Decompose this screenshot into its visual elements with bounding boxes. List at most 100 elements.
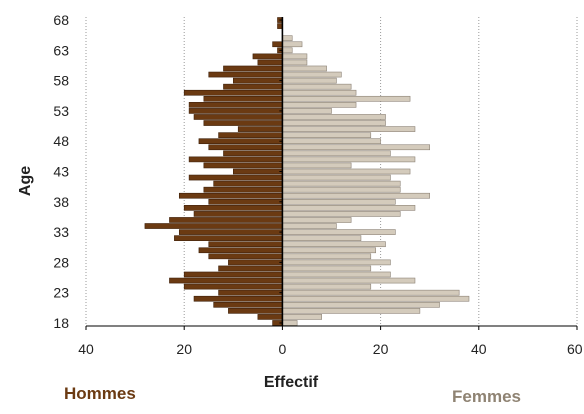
bar-hommes-age-34 [144, 223, 283, 229]
bar-femmes-age-24 [282, 283, 372, 290]
x-tick-label: 40 [78, 341, 94, 357]
grid-lines [85, 17, 578, 326]
bar-femmes-age-44 [282, 162, 352, 169]
y-tick-label: 68 [53, 12, 69, 28]
bar-hommes-age-20 [228, 308, 283, 314]
y-axis-title: Age [17, 166, 34, 196]
bar-femmes-age-31 [282, 241, 386, 248]
bar-femmes-age-59 [282, 71, 342, 78]
bar-femmes-age-21 [282, 301, 440, 308]
bar-femmes-age-48 [282, 138, 381, 145]
bar-femmes-age-25 [282, 277, 416, 284]
y-tick-label: 38 [53, 194, 69, 210]
bar-femmes-age-20 [282, 308, 421, 314]
bar-hommes-age-35 [169, 217, 283, 223]
bar-hommes-age-62 [252, 53, 283, 60]
bar-femmes-age-40 [282, 186, 401, 193]
bar-hommes-age-24 [183, 283, 283, 290]
bar-hommes-age-40 [203, 186, 283, 193]
bar-hommes-age-33 [178, 229, 283, 235]
bar-femmes-age-22 [282, 295, 470, 302]
bar-hommes-age-56 [183, 89, 283, 96]
bar-hommes-age-22 [193, 295, 283, 302]
bar-femmes-age-43 [282, 168, 411, 175]
bar-femmes-age-42 [282, 174, 391, 181]
y-tick-label: 23 [53, 285, 69, 301]
bar-hommes-age-61 [257, 59, 283, 66]
bar-hommes-age-45 [188, 156, 283, 163]
y-tick-label: 63 [53, 42, 69, 58]
bar-femmes-age-18 [282, 320, 298, 326]
bar-hommes-age-55 [203, 95, 283, 102]
bar-hommes-age-48 [198, 138, 283, 145]
axes [85, 17, 578, 330]
bar-femmes-age-65 [282, 35, 293, 42]
legend-femmes: Femmes [452, 387, 521, 406]
bar-femmes-age-23 [282, 289, 460, 296]
bar-hommes-age-31 [208, 241, 283, 248]
x-axis-title: Effectif [264, 374, 319, 391]
x-tick-label: 0 [279, 341, 287, 357]
bar-hommes-age-28 [228, 259, 283, 266]
bar-hommes-age-30 [198, 247, 283, 254]
series-hommes-bars [144, 17, 283, 326]
bar-hommes-age-36 [193, 211, 283, 217]
bar-femmes-age-36 [282, 211, 401, 217]
series-femmes-bars [282, 35, 470, 326]
y-tick-label: 48 [53, 133, 69, 149]
x-tick-label: 40 [471, 341, 487, 357]
bar-hommes-age-47 [208, 144, 283, 151]
bar-hommes-age-38 [208, 198, 283, 205]
bar-hommes-age-53 [188, 108, 283, 114]
bar-femmes-age-56 [282, 89, 357, 96]
bar-hommes-age-26 [183, 271, 283, 278]
bar-femmes-age-63 [282, 47, 293, 54]
bar-femmes-age-46 [282, 150, 391, 157]
bar-hommes-age-57 [223, 83, 283, 90]
y-tick-label: 33 [53, 224, 69, 240]
bar-hommes-age-21 [213, 301, 283, 308]
bar-femmes-age-29 [282, 253, 372, 260]
bar-hommes-age-32 [174, 235, 283, 241]
bar-femmes-age-50 [282, 126, 416, 132]
bar-femmes-age-64 [282, 41, 303, 48]
bar-hommes-age-46 [223, 150, 283, 157]
bar-femmes-age-32 [282, 235, 362, 241]
y-tick-label: 18 [53, 315, 69, 331]
bar-hommes-age-19 [257, 314, 283, 320]
bar-femmes-age-62 [282, 53, 308, 60]
bar-femmes-age-27 [282, 265, 372, 272]
bar-femmes-age-39 [282, 192, 430, 199]
bar-femmes-age-33 [282, 229, 396, 235]
bar-hommes-age-50 [237, 126, 283, 132]
bar-hommes-age-29 [208, 253, 283, 260]
bar-femmes-age-45 [282, 156, 416, 163]
bar-hommes-age-44 [203, 162, 283, 169]
bar-femmes-age-28 [282, 259, 391, 266]
legend-hommes: Hommes [64, 384, 136, 403]
bar-femmes-age-55 [282, 95, 411, 102]
bar-hommes-age-23 [218, 289, 283, 296]
bar-femmes-age-35 [282, 217, 352, 223]
bar-hommes-age-60 [223, 65, 283, 72]
x-tick-label: 20 [373, 341, 389, 357]
bar-hommes-age-37 [183, 205, 283, 211]
x-tick-labels: 40 20 0 20 40 60 [78, 341, 583, 357]
bar-femmes-age-53 [282, 108, 332, 114]
x-tick-label: 20 [176, 341, 192, 357]
bar-femmes-age-19 [282, 314, 322, 320]
bar-hommes-age-59 [208, 71, 283, 78]
bar-femmes-age-41 [282, 180, 401, 187]
bar-femmes-age-54 [282, 102, 357, 108]
bar-femmes-age-61 [282, 59, 308, 66]
y-tick-label: 28 [53, 254, 69, 270]
bar-hommes-age-41 [213, 180, 283, 187]
bar-hommes-age-42 [188, 174, 283, 181]
bar-femmes-age-26 [282, 271, 391, 278]
bar-femmes-age-52 [282, 114, 386, 120]
y-tick-label: 58 [53, 73, 69, 89]
bar-femmes-age-60 [282, 65, 327, 72]
bar-femmes-age-30 [282, 247, 376, 254]
bar-hommes-age-58 [233, 77, 283, 84]
